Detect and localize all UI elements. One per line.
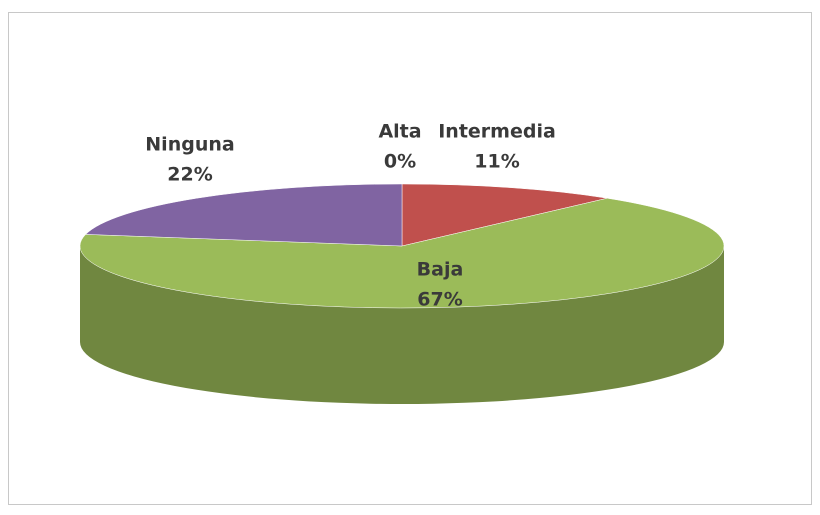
- category-label: Alta: [378, 121, 421, 143]
- value-label: 0%: [384, 151, 416, 173]
- slice-side: [80, 246, 724, 404]
- category-label: Baja: [417, 259, 464, 281]
- category-label: Intermedia: [438, 121, 556, 143]
- value-label: 67%: [417, 289, 462, 311]
- value-label: 22%: [167, 164, 212, 186]
- slice: [85, 183, 403, 247]
- value-label: 11%: [474, 151, 519, 173]
- slice: [401, 183, 608, 247]
- slice: [79, 197, 725, 309]
- category-label: Ninguna: [145, 134, 234, 156]
